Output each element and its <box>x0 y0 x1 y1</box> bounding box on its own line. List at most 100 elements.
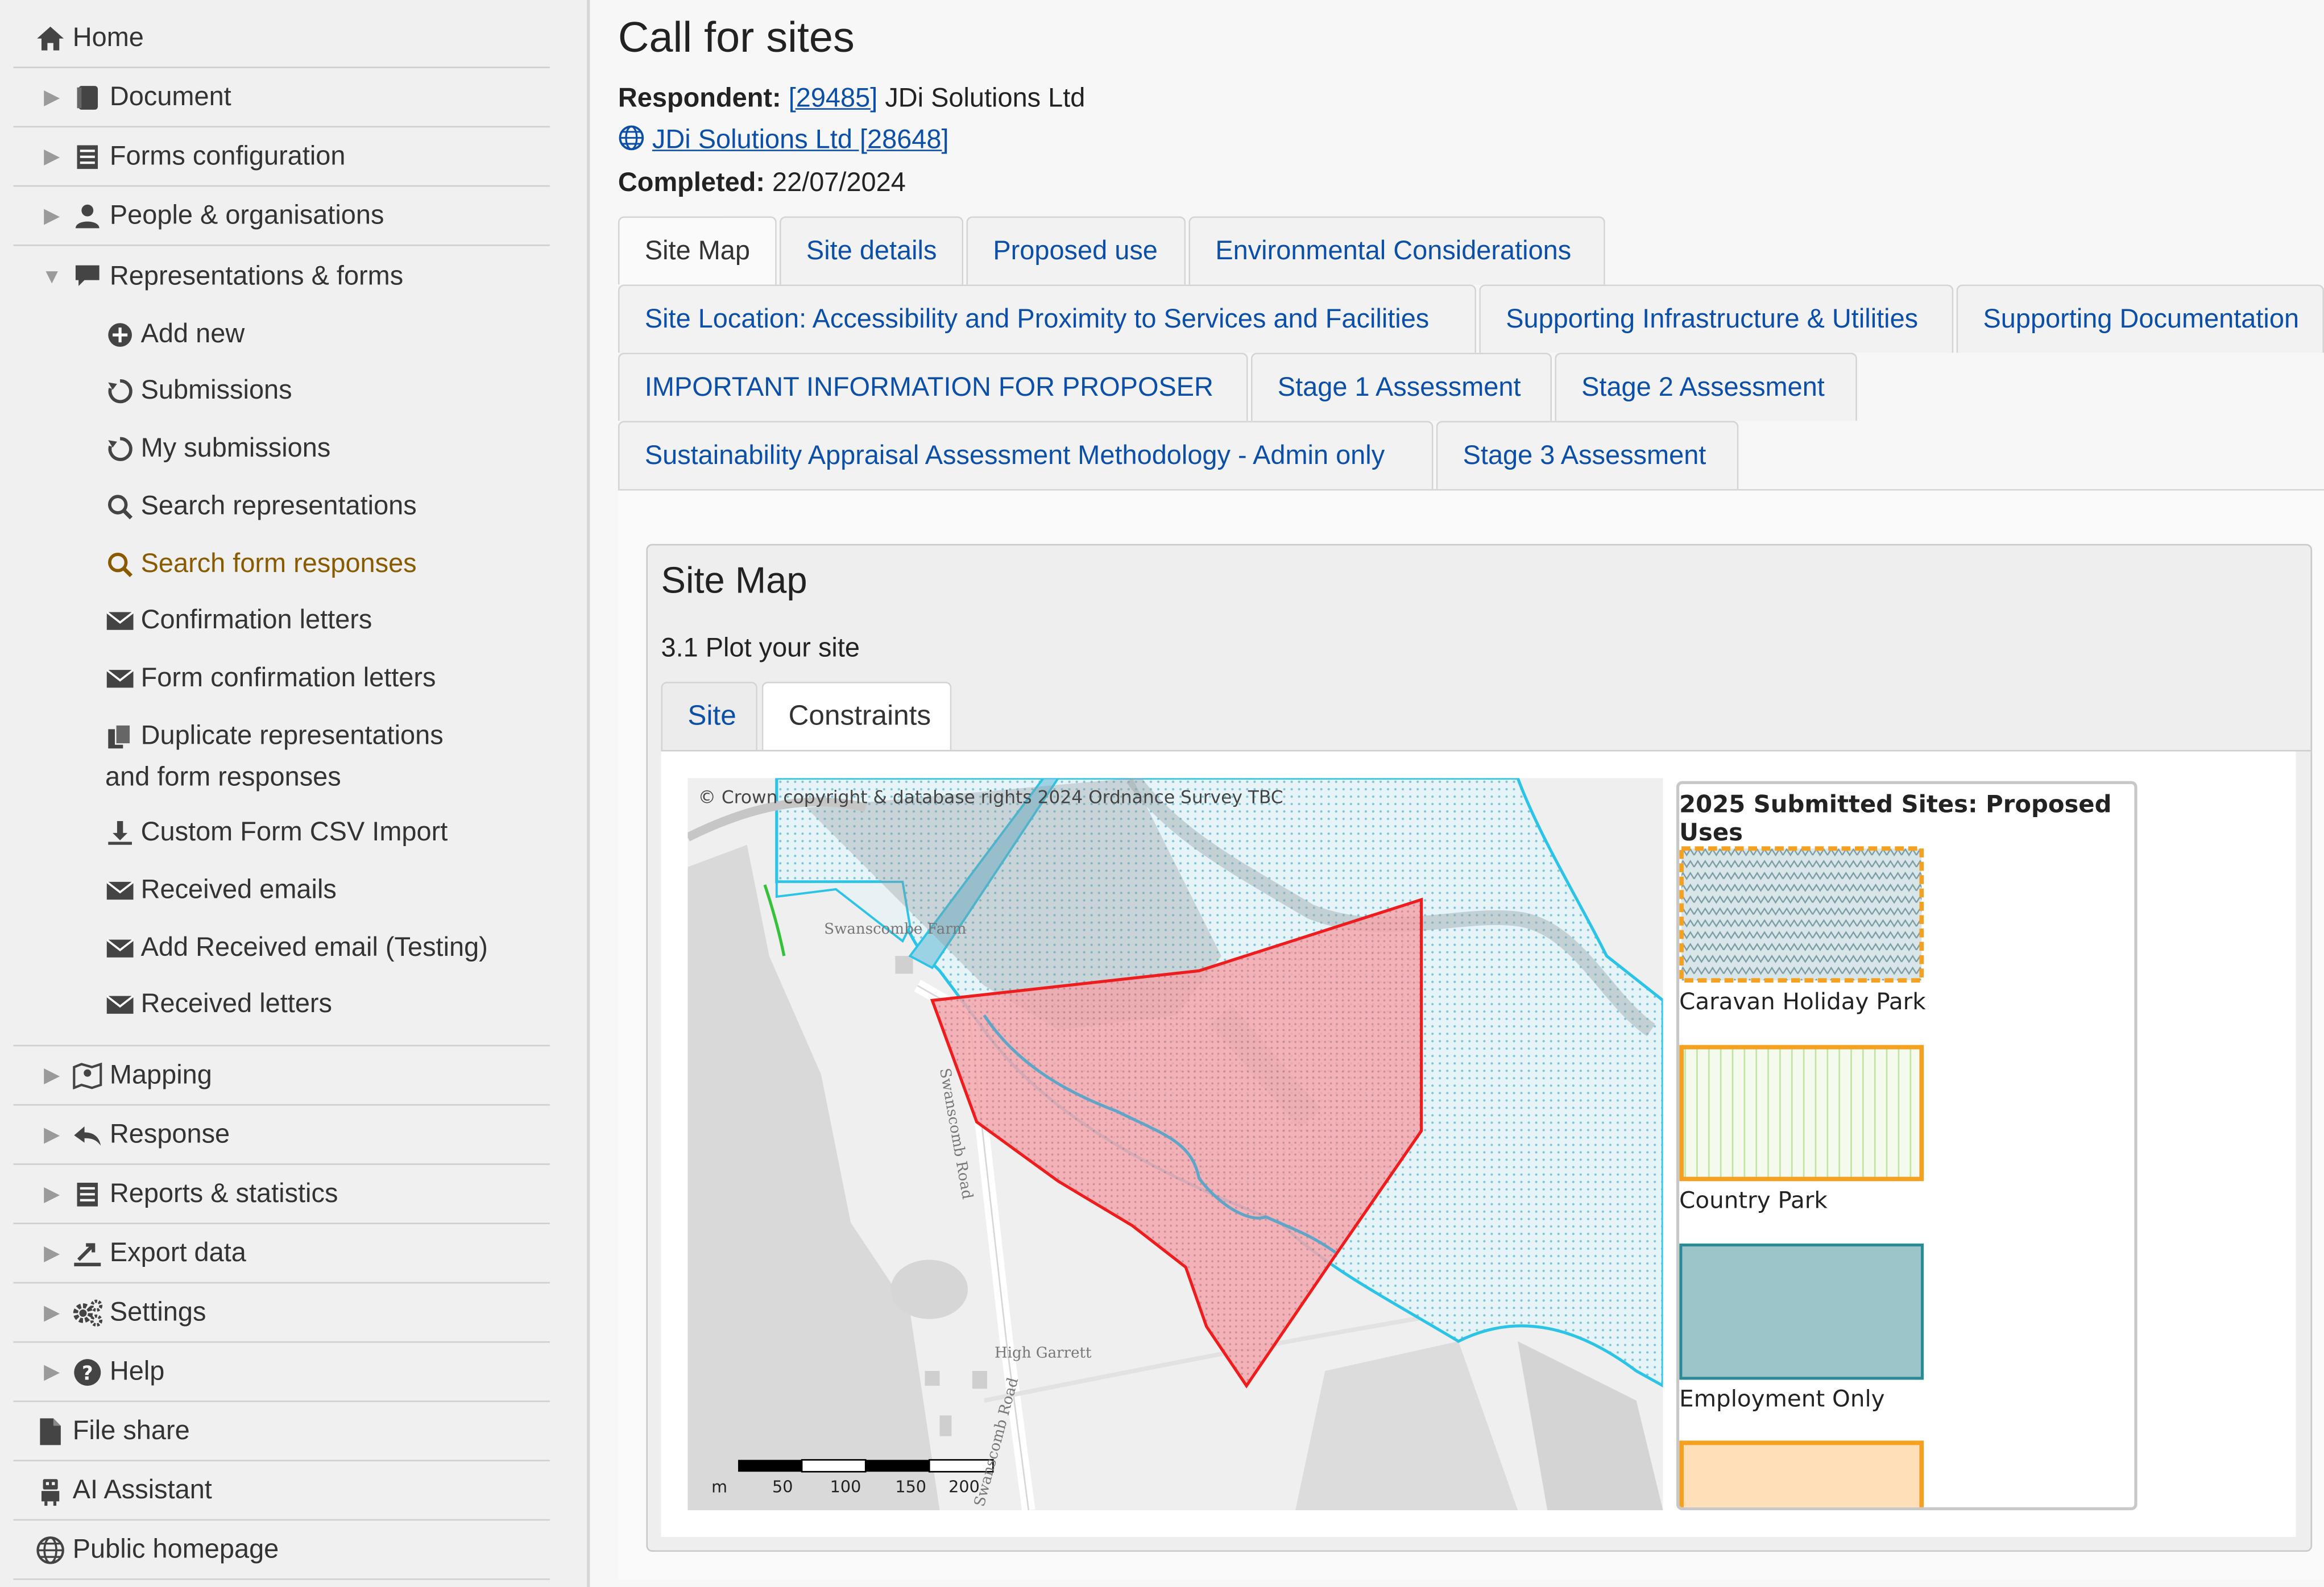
map-copyright: © Crown copyright & database rights 2024… <box>698 787 1283 808</box>
sidebar-item-representations-forms[interactable]: ▼ Representations & forms <box>13 246 550 305</box>
legend-title: 2025 Submitted Sites: Proposed Uses <box>1679 790 2112 847</box>
sub-item-label: Add Received email (Testing) <box>140 932 488 962</box>
expand-arrow-icon[interactable]: ▶ <box>44 1062 60 1087</box>
collapse-arrow-icon[interactable]: ▼ <box>42 263 63 288</box>
book-icon <box>71 82 103 112</box>
sub-item-add-new[interactable]: Add new <box>105 318 245 350</box>
tab-environmental-considerations[interactable]: Environmental Considerations <box>1188 216 1605 285</box>
sub-item-label: Received letters <box>140 988 333 1018</box>
sidebar-item-home[interactable]: Home <box>13 9 550 68</box>
sidebar-item-mapping[interactable]: ▶ Mapping <box>13 1046 550 1106</box>
sidebar-item-export-data[interactable]: ▶ Export data <box>13 1224 550 1284</box>
main-content: Call for sites Respondent: [29485] JDi S… <box>593 0 2324 1587</box>
tab-site-map[interactable]: Site Map <box>618 216 777 285</box>
tab-site-location[interactable]: Site Location: Accessibility and Proximi… <box>618 284 1477 353</box>
tab-sustainability-appraisal[interactable]: Sustainability Appraisal Assessment Meth… <box>618 421 1434 490</box>
scale-tick: 200 <box>948 1477 980 1497</box>
sub-item-label: Search representations <box>140 490 417 520</box>
sub-item-received-emails[interactable]: Received emails <box>105 875 337 906</box>
divider <box>13 1045 550 1047</box>
expand-arrow-icon[interactable]: ▶ <box>44 1181 60 1205</box>
sidebar-item-ai-assistant[interactable]: AI Assistant <box>13 1461 550 1521</box>
respondent-label: Respondent: <box>618 82 781 113</box>
tab-important-information[interactable]: IMPORTANT INFORMATION FOR PROPOSER <box>618 353 1248 421</box>
sidebar-item-label: Help <box>109 1356 165 1386</box>
sub-item-duplicate-representations[interactable]: Duplicate representations and form respo… <box>105 714 476 797</box>
sidebar-item-label: AI Assistant <box>72 1474 212 1505</box>
tab-supporting-documentation[interactable]: Supporting Documentation <box>1956 284 2324 353</box>
plus-circle-icon <box>105 320 135 349</box>
tab-proposed-use[interactable]: Proposed use <box>966 216 1186 285</box>
reply-icon <box>71 1120 103 1149</box>
sub-item-submissions[interactable]: Submissions <box>105 375 292 406</box>
sub-item-form-confirmation-letters[interactable]: Form confirmation letters <box>105 662 436 694</box>
envelope-icon <box>105 933 135 963</box>
map-container: © Crown copyright & database rights 2024… <box>661 751 2296 1537</box>
sidebar-item-file-share[interactable]: File share <box>13 1402 550 1462</box>
tab-site-details[interactable]: Site details <box>780 216 964 285</box>
svg-text:?: ? <box>82 1361 93 1383</box>
sidebar-item-label: Export data <box>109 1237 246 1267</box>
search-icon <box>105 491 135 521</box>
panel-title: Site Map <box>661 560 807 602</box>
sidebar-item-label: People & organisations <box>109 200 384 230</box>
tab-stage-1-assessment[interactable]: Stage 1 Assessment <box>1250 353 1552 421</box>
tab-stage-2-assessment[interactable]: Stage 2 Assessment <box>1555 353 1857 421</box>
sidebar-item-label: Settings <box>109 1296 206 1327</box>
import-icon <box>105 817 135 847</box>
sidebar-item-reports-statistics[interactable]: ▶ Reports & statistics <box>13 1165 550 1224</box>
legend-swatch-country-park <box>1679 1045 1924 1182</box>
search-icon <box>105 549 135 579</box>
tab-stage-3-assessment[interactable]: Stage 3 Assessment <box>1436 421 1739 490</box>
sub-item-search-representations[interactable]: Search representations <box>105 491 417 522</box>
sidebar-item-public-homepage[interactable]: Public homepage <box>13 1520 550 1580</box>
sub-item-my-submissions[interactable]: My submissions <box>105 433 330 464</box>
organisation-link[interactable]: JDi Solutions Ltd [28648] <box>652 124 949 155</box>
sub-item-label: Received emails <box>140 874 337 904</box>
respondent-line: Respondent: [29485] JDi Solutions Ltd <box>618 83 1085 114</box>
legend-label: Employment Only <box>1679 1386 1885 1412</box>
sidebar-item-settings[interactable]: ▶ Settings <box>13 1283 550 1343</box>
sidebar-item-label: Reports & statistics <box>109 1178 338 1208</box>
respondent-id-link[interactable]: [29485] <box>788 82 878 113</box>
expand-arrow-icon[interactable]: ▶ <box>44 143 60 168</box>
respondent-name: JDi Solutions Ltd <box>885 82 1086 113</box>
sidebar-item-forms-configuration[interactable]: ▶ Forms configuration <box>13 127 550 187</box>
subtab-constraints[interactable]: Constraints <box>761 681 952 750</box>
sidebar-item-response[interactable]: ▶ Response <box>13 1105 550 1165</box>
expand-arrow-icon[interactable]: ▶ <box>44 203 60 227</box>
refresh-icon <box>105 376 135 405</box>
refresh-icon <box>105 433 135 463</box>
legend-label: Country Park <box>1679 1187 1828 1214</box>
question-circle-icon: ? <box>71 1357 103 1386</box>
sidebar-item-label: Response <box>109 1118 230 1149</box>
completed-date: 22/07/2024 <box>772 167 906 197</box>
sub-item-received-letters[interactable]: Received letters <box>105 989 332 1020</box>
sub-item-confirmation-letters[interactable]: Confirmation letters <box>105 604 372 636</box>
sub-item-custom-form-csv-import[interactable]: Custom Form CSV Import <box>105 817 448 848</box>
globe-icon <box>34 1535 67 1564</box>
expand-arrow-icon[interactable]: ▶ <box>44 1359 60 1383</box>
expand-arrow-icon[interactable]: ▶ <box>44 84 60 109</box>
sidebar-item-help[interactable]: ▶ ? Help <box>13 1342 550 1402</box>
subtab-site[interactable]: Site <box>661 681 757 750</box>
expand-arrow-icon[interactable]: ▶ <box>44 1240 60 1265</box>
subtab-divider <box>661 749 2313 752</box>
page-title: Call for sites <box>618 15 855 63</box>
expand-arrow-icon[interactable]: ▶ <box>44 1299 60 1324</box>
map-icon <box>71 1060 103 1090</box>
scale-unit: m <box>711 1477 728 1497</box>
tab-supporting-infrastructure[interactable]: Supporting Infrastructure & Utilities <box>1479 284 1954 353</box>
scale-tick: 150 <box>895 1477 927 1497</box>
sub-item-search-form-responses[interactable]: Search form responses <box>105 548 417 579</box>
completed-label: Completed: <box>618 167 765 197</box>
sidebar-item-label: Forms configuration <box>109 140 346 171</box>
sub-item-label: Submissions <box>140 375 292 405</box>
sub-item-add-received-email[interactable]: Add Received email (Testing) <box>105 932 488 963</box>
sidebar-item-people-organisations[interactable]: ▶ People & organisations <box>13 187 550 246</box>
expand-arrow-icon[interactable]: ▶ <box>44 1122 60 1146</box>
sidebar-item-document[interactable]: ▶ Document <box>13 68 550 128</box>
map-canvas[interactable]: © Crown copyright & database rights 2024… <box>687 778 1663 1511</box>
sub-item-label: Duplicate representations and form respo… <box>105 720 444 792</box>
envelope-icon <box>105 875 135 905</box>
